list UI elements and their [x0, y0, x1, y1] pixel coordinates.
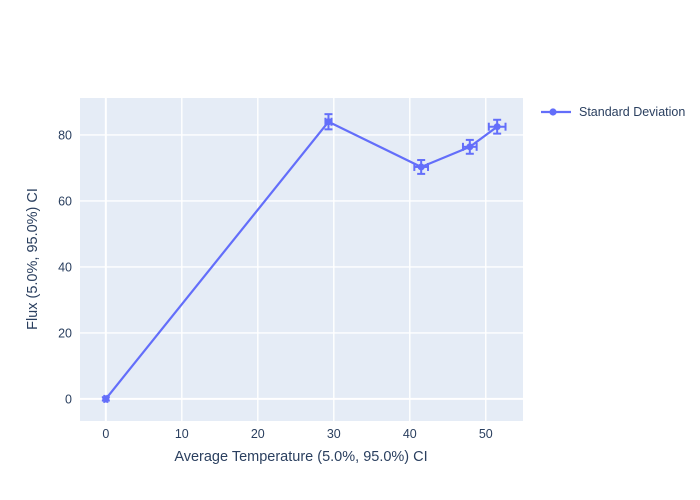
tick-labels: 0 10 20 30 40 50 0 20 40 60 80	[58, 128, 493, 441]
series-standard-deviation[interactable]	[101, 113, 507, 403]
plot-area-background	[80, 98, 523, 421]
y-tick-label: 80	[58, 128, 72, 142]
y-tick-label: 60	[58, 194, 72, 208]
y-tick-label: 20	[58, 326, 72, 340]
data-point-marker[interactable]	[493, 123, 501, 131]
x-tick-label: 20	[251, 427, 265, 441]
x-tick-label: 0	[102, 427, 109, 441]
legend-line-marker-icon	[541, 108, 571, 116]
x-tick-label: 10	[175, 427, 189, 441]
legend-marker-dot	[549, 108, 557, 116]
y-tick-label: 40	[58, 260, 72, 274]
y-tick-label: 0	[65, 392, 72, 406]
data-point-marker[interactable]	[466, 143, 474, 151]
data-point-marker[interactable]	[417, 163, 425, 171]
data-point-marker[interactable]	[102, 395, 110, 403]
x-tick-label: 40	[403, 427, 417, 441]
x-tick-label: 50	[479, 427, 493, 441]
gridlines	[80, 98, 523, 421]
legend-label: Standard Deviation	[579, 105, 686, 119]
legend-item-standard-deviation[interactable]: Standard Deviation	[540, 105, 685, 119]
data-point-marker[interactable]	[324, 118, 332, 126]
x-tick-label: 30	[327, 427, 341, 441]
